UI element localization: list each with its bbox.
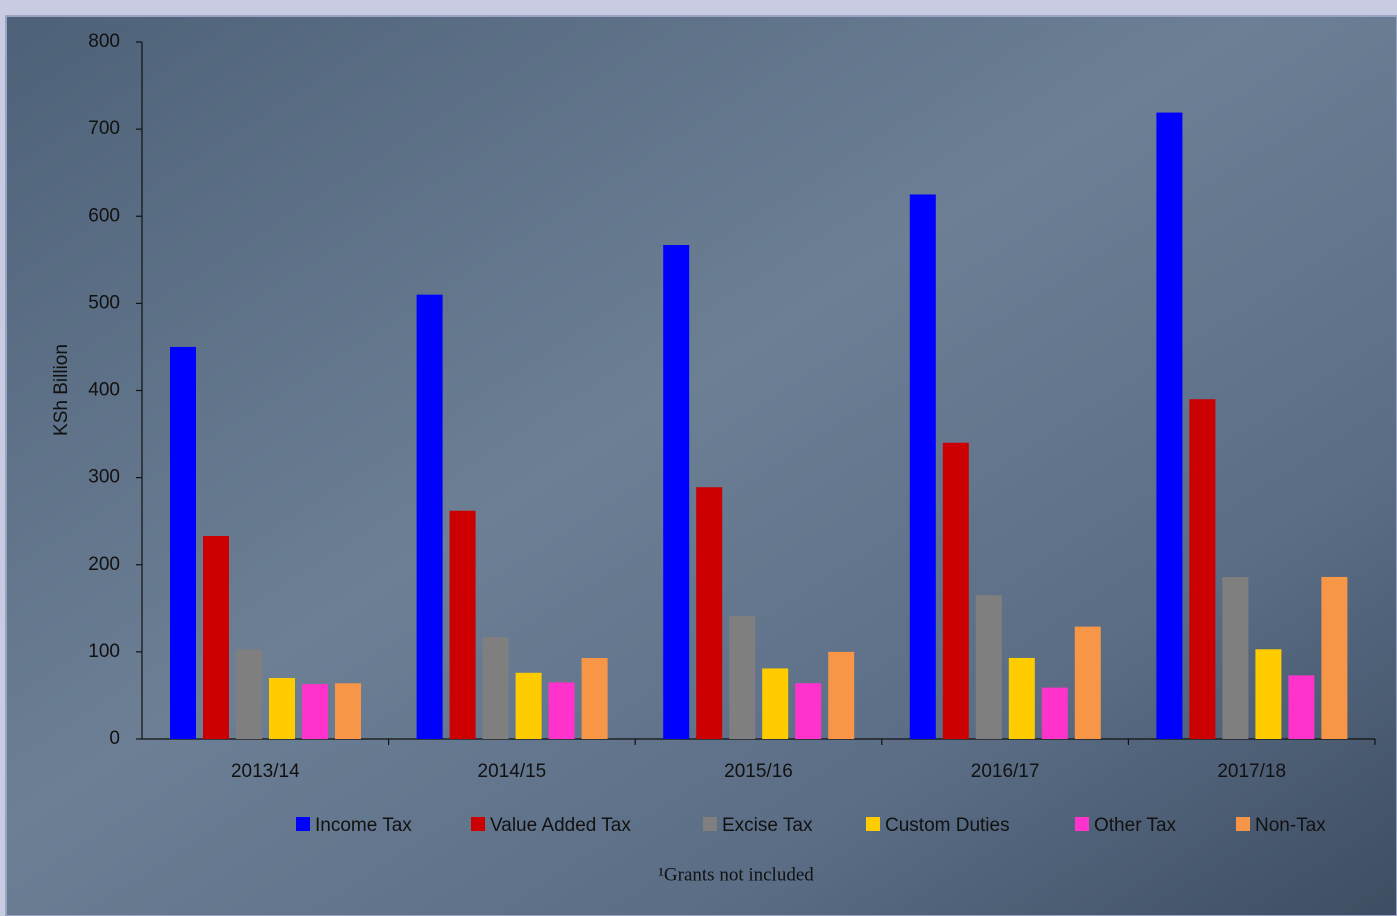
legend-label: Value Added Tax: [490, 815, 631, 836]
bar: [515, 672, 542, 739]
bar: [729, 616, 756, 739]
legend-label: Income Tax: [315, 815, 412, 836]
bar: [1288, 675, 1315, 739]
top-band: [0, 0, 1397, 8]
y-tick-label: 700: [88, 118, 120, 139]
footnote: ¹Grants not included: [658, 864, 814, 885]
bar: [1008, 657, 1035, 739]
bar: [1189, 399, 1216, 739]
x-tick-label: 2015/16: [724, 761, 793, 782]
bar: [1321, 576, 1348, 739]
bar: [942, 442, 969, 739]
y-tick-label: 600: [88, 205, 120, 226]
legend-label: Non-Tax: [1255, 815, 1326, 836]
y-tick-label: 400: [88, 380, 120, 401]
y-tick-label: 500: [88, 292, 120, 313]
legend-swatch: [1075, 817, 1089, 831]
x-tick-label: 2013/14: [231, 761, 300, 782]
bar: [203, 535, 229, 739]
bar: [269, 678, 295, 739]
background: [5, 15, 1397, 916]
bar: [1041, 687, 1068, 739]
bar: [416, 294, 443, 739]
legend-swatch: [866, 817, 880, 831]
x-tick-label: 2017/18: [1217, 761, 1286, 782]
bar: [335, 683, 361, 739]
legend-swatch: [471, 817, 485, 831]
legend-swatch: [296, 817, 310, 831]
bar: [663, 245, 690, 739]
bar: [1222, 576, 1249, 739]
bar: [170, 346, 196, 739]
y-tick-label: 300: [88, 467, 120, 488]
bar: [762, 668, 789, 739]
bar: [975, 595, 1002, 739]
legend-label: Excise Tax: [722, 815, 813, 836]
y-tick-label: 0: [109, 728, 120, 749]
bar: [449, 510, 476, 739]
bar: [828, 651, 855, 739]
bar: [581, 657, 608, 739]
legend-swatch: [703, 817, 717, 831]
y-tick-label: 100: [88, 641, 120, 662]
y-tick-label: 200: [88, 554, 120, 575]
y-axis-title: KSh Billion: [51, 344, 72, 436]
bar: [1255, 649, 1282, 739]
x-tick-label: 2014/15: [478, 761, 547, 782]
bar: [482, 637, 509, 739]
legend-swatch: [1236, 817, 1250, 831]
bar: [236, 649, 262, 739]
bar: [795, 683, 822, 739]
legend-label: Custom Duties: [885, 815, 1010, 836]
bar: [909, 194, 936, 739]
legend-label: Other Tax: [1094, 815, 1177, 836]
bar: [548, 682, 575, 739]
bar: [696, 487, 723, 739]
bar: [302, 684, 328, 739]
y-tick-label: 800: [88, 31, 120, 52]
bar: [1074, 626, 1101, 739]
x-tick-label: 2016/17: [971, 761, 1040, 782]
bar: [1156, 112, 1183, 740]
